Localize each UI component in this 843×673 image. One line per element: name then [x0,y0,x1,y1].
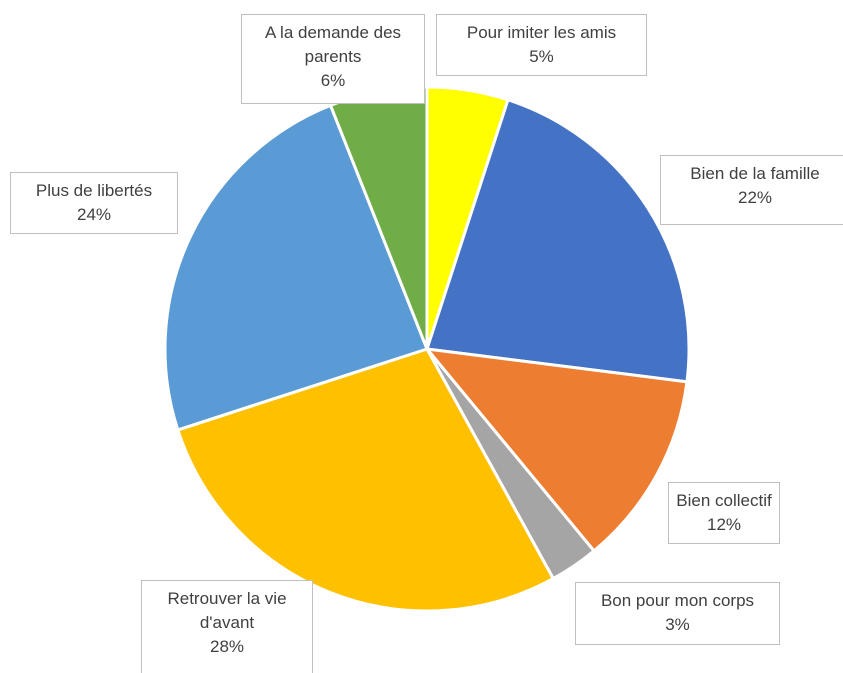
data-label: Retrouver la vie d'avant 28% [141,580,313,673]
category-label: A la demande des parents [264,23,402,66]
value-label: 28% [209,637,245,656]
value-label: 12% [706,515,742,534]
value-label: 3% [665,615,690,634]
category-label: Retrouver la vie d'avant [167,589,287,632]
data-label: Bien de la famille 22% [660,155,843,225]
category-label: Bien de la famille [690,164,820,183]
data-label: Pour imiter les amis 5% [436,14,647,76]
category-label: Bien collectif [676,491,772,510]
pie-slice [423,347,689,553]
pie-slice [175,347,556,613]
data-label: Plus de libertés 24% [10,172,178,234]
data-label: A la demande des parents 6% [241,14,425,104]
value-label: 6% [320,71,346,90]
category-label: Plus de libertés [35,181,153,200]
category-label: Pour imiter les amis [466,23,617,42]
data-label: Bien collectif 12% [668,482,780,544]
value-label: 22% [737,188,773,207]
value-label: 24% [76,205,112,224]
data-label: Bon pour mon corps 3% [575,582,780,645]
value-label: 5% [529,47,554,66]
pie-slice [425,97,691,384]
category-label: Bon pour mon corps [600,591,755,610]
